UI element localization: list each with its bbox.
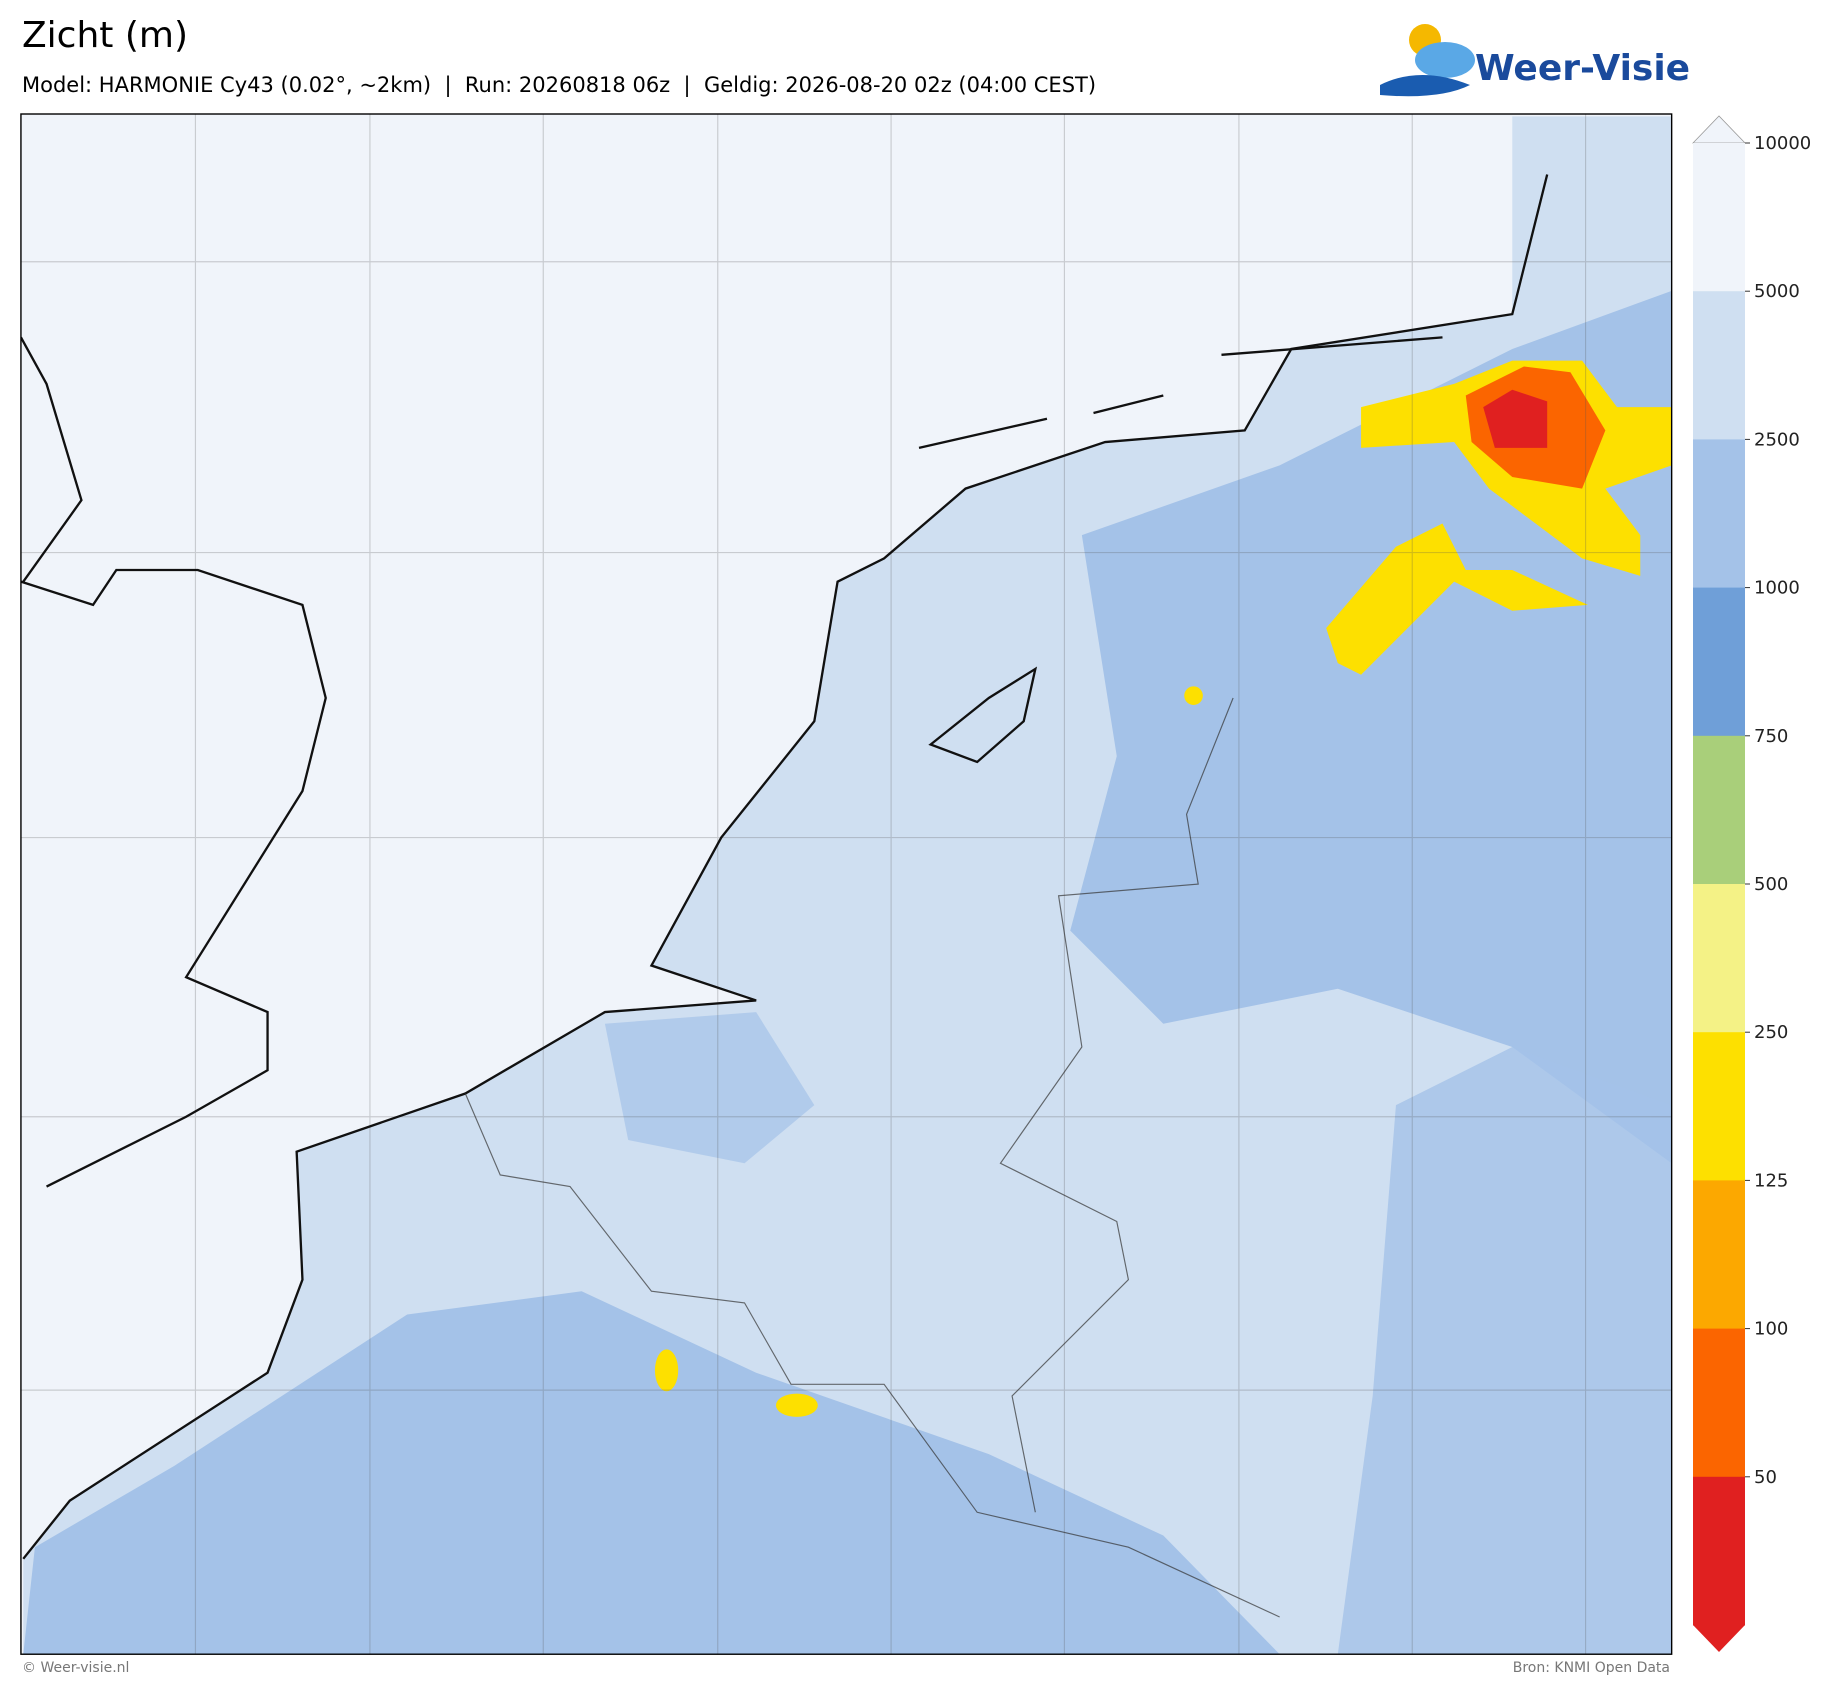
footer-right: Bron: KNMI Open Data bbox=[1513, 1660, 1670, 1676]
logo: Weer-Visie bbox=[1380, 24, 1690, 97]
colorbar-band bbox=[1693, 1032, 1745, 1181]
footer-left: © Weer-visie.nl bbox=[22, 1660, 129, 1676]
colorbar: 10000 5000 2500 1000 750 500 250 125 100 50 bbox=[1692, 115, 1811, 1652]
colorbar-label: 500 bbox=[1754, 874, 1788, 895]
colorbar-label: 2500 bbox=[1754, 429, 1800, 450]
logo-text: Weer-Visie bbox=[1475, 48, 1690, 89]
colorbar-band bbox=[1693, 587, 1745, 737]
colorbar-label: 1000 bbox=[1754, 578, 1800, 599]
colorbar-label: 250 bbox=[1754, 1022, 1788, 1043]
colorbar-band bbox=[1693, 143, 1745, 292]
colorbar-top bbox=[1692, 115, 1746, 144]
subtitle: Model: HARMONIE Cy43 (0.02°, ~2km) | Run… bbox=[22, 73, 1096, 98]
colorbar-label: 5000 bbox=[1754, 281, 1800, 302]
colorbar-label: 125 bbox=[1754, 1170, 1788, 1191]
colorbar-label: 50 bbox=[1754, 1467, 1777, 1488]
colorbar-band bbox=[1693, 1476, 1745, 1626]
colorbar-band bbox=[1693, 439, 1745, 589]
map bbox=[20, 113, 1673, 1655]
colorbar-band bbox=[1693, 735, 1745, 885]
colorbar-band bbox=[1693, 1328, 1745, 1478]
colorbar-label: 100 bbox=[1754, 1319, 1788, 1340]
colorbar-band bbox=[1693, 884, 1745, 1033]
colorbar-label: 750 bbox=[1754, 726, 1788, 747]
colorbar-bottom bbox=[1693, 1625, 1745, 1652]
colorbar-band bbox=[1693, 291, 1745, 440]
colorbar-band bbox=[1693, 1180, 1745, 1330]
title: Zicht (m) bbox=[22, 15, 188, 56]
colorbar-label: 10000 bbox=[1754, 133, 1811, 154]
